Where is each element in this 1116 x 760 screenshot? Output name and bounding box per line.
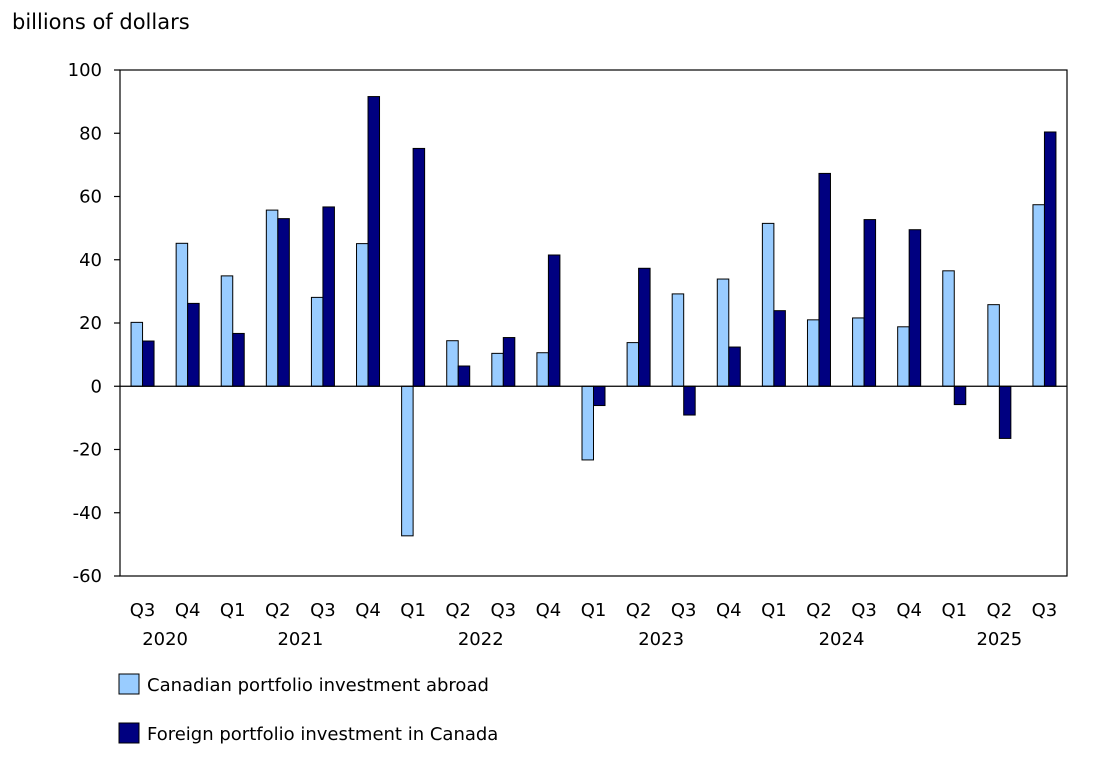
- x-tick-label: Q2: [445, 600, 471, 621]
- x-tick-label: Q2: [987, 600, 1013, 621]
- x-tick-label: Q2: [806, 600, 832, 621]
- bar-canadian-abroad: [761, 222, 775, 387]
- bars: [130, 96, 1057, 537]
- x-year-label: 2023: [638, 629, 684, 650]
- x-tick-label: Q1: [220, 600, 246, 621]
- bar-canadian-abroad: [581, 385, 594, 461]
- legend: Canadian portfolio investment abroad Fore…: [118, 673, 498, 745]
- x-tick-label: Q3: [130, 600, 156, 621]
- y-tick-label: 0: [91, 376, 102, 397]
- bar-foreign-in-canada: [367, 96, 381, 387]
- y-tick-label: -60: [73, 566, 102, 587]
- bar-foreign-in-canada: [187, 302, 200, 387]
- plot-area-frame: [119, 69, 1068, 577]
- bar-foreign-in-canada: [232, 332, 245, 387]
- bar-foreign-in-canada: [863, 219, 877, 387]
- x-year-label: 2024: [819, 629, 865, 650]
- bar-canadian-abroad: [446, 340, 459, 387]
- x-tick-label: Q4: [536, 600, 562, 621]
- x-tick-label: Q3: [310, 600, 336, 621]
- x-tick-label: Q3: [671, 600, 697, 621]
- y-tick-label: 100: [68, 60, 102, 81]
- bar-canadian-abroad: [897, 326, 910, 387]
- legend-swatch: [118, 722, 140, 744]
- bar-foreign-in-canada: [1043, 131, 1057, 387]
- bar-foreign-in-canada: [547, 254, 561, 387]
- bar-canadian-abroad: [310, 296, 324, 387]
- bar-canadian-abroad: [806, 319, 820, 387]
- bar-canadian-abroad: [356, 243, 369, 387]
- bar-foreign-in-canada: [412, 147, 426, 387]
- bar-canadian-abroad: [265, 209, 279, 387]
- x-tick-label: Q1: [581, 600, 607, 621]
- x-tick-label: Q4: [716, 600, 742, 621]
- bar-canadian-abroad: [671, 293, 685, 387]
- bar-foreign-in-canada: [998, 385, 1012, 439]
- x-tick-label: Q3: [1032, 600, 1058, 621]
- x-tick-label: Q3: [490, 600, 516, 621]
- x-tick-label: Q2: [626, 600, 652, 621]
- x-tick-label: Q4: [175, 600, 201, 621]
- bar-canadian-abroad: [716, 278, 730, 387]
- x-tick-label: Q3: [851, 600, 877, 621]
- legend-label: Foreign portfolio investment in Canada: [147, 724, 498, 745]
- x-tick-label: Q1: [400, 600, 426, 621]
- bar-foreign-in-canada: [277, 218, 290, 387]
- x-tick-label: Q4: [355, 600, 381, 621]
- y-tick-label: 60: [79, 187, 102, 208]
- bar-canadian-abroad: [852, 317, 865, 387]
- bar-canadian-abroad: [130, 321, 144, 387]
- y-tick-label: -40: [73, 503, 102, 524]
- bar-foreign-in-canada: [502, 337, 516, 387]
- bar-canadian-abroad: [942, 270, 955, 387]
- bar-foreign-in-canada: [142, 340, 155, 387]
- bar-foreign-in-canada: [457, 365, 471, 387]
- bar-canadian-abroad: [175, 242, 189, 387]
- bar-foreign-in-canada: [728, 346, 741, 387]
- bar-foreign-in-canada: [683, 385, 696, 416]
- y-tick-label: 40: [79, 250, 102, 271]
- legend-label: Canadian portfolio investment abroad: [147, 675, 489, 696]
- bar-canadian-abroad: [401, 385, 414, 537]
- y-tick-label: 80: [79, 123, 102, 144]
- bar-canadian-abroad: [626, 342, 640, 387]
- bar-foreign-in-canada: [818, 172, 831, 387]
- x-tick-label: Q1: [761, 600, 787, 621]
- y-axis: 100 80 60 40 20 0 -20 -40 -60: [68, 60, 120, 587]
- y-tick-label: -20: [73, 440, 102, 461]
- bar-canadian-abroad: [491, 352, 504, 387]
- bar-foreign-in-canada: [908, 229, 922, 387]
- x-tick-label: Q2: [265, 600, 291, 621]
- x-tick-label: Q4: [896, 600, 922, 621]
- x-year-label: 2021: [277, 629, 323, 650]
- y-tick-label: 20: [79, 313, 102, 334]
- x-year-label: 2020: [142, 629, 188, 650]
- bar-canadian-abroad: [220, 275, 234, 387]
- bar-foreign-in-canada: [638, 267, 651, 387]
- bar-canadian-abroad: [987, 304, 1000, 387]
- y-axis-unit-label: billions of dollars: [12, 10, 190, 34]
- bar-foreign-in-canada: [322, 206, 335, 387]
- bar-foreign-in-canada: [593, 385, 606, 407]
- bar-canadian-abroad: [1032, 204, 1045, 387]
- x-axis: Q3 Q4 Q1 Q2 Q3 Q4 Q1 Q2 Q3 Q4 Q1 Q2 Q3 Q4 Q1 Q2 Q3 Q4 Q1 Q2…: [130, 600, 1058, 650]
- x-year-label: 2022: [458, 629, 504, 650]
- x-tick-label: Q1: [941, 600, 967, 621]
- x-year-label: 2025: [976, 629, 1022, 650]
- bar-canadian-abroad: [536, 352, 549, 387]
- legend-swatch: [118, 673, 140, 695]
- bar-foreign-in-canada: [953, 385, 967, 406]
- bar-foreign-in-canada: [773, 310, 786, 387]
